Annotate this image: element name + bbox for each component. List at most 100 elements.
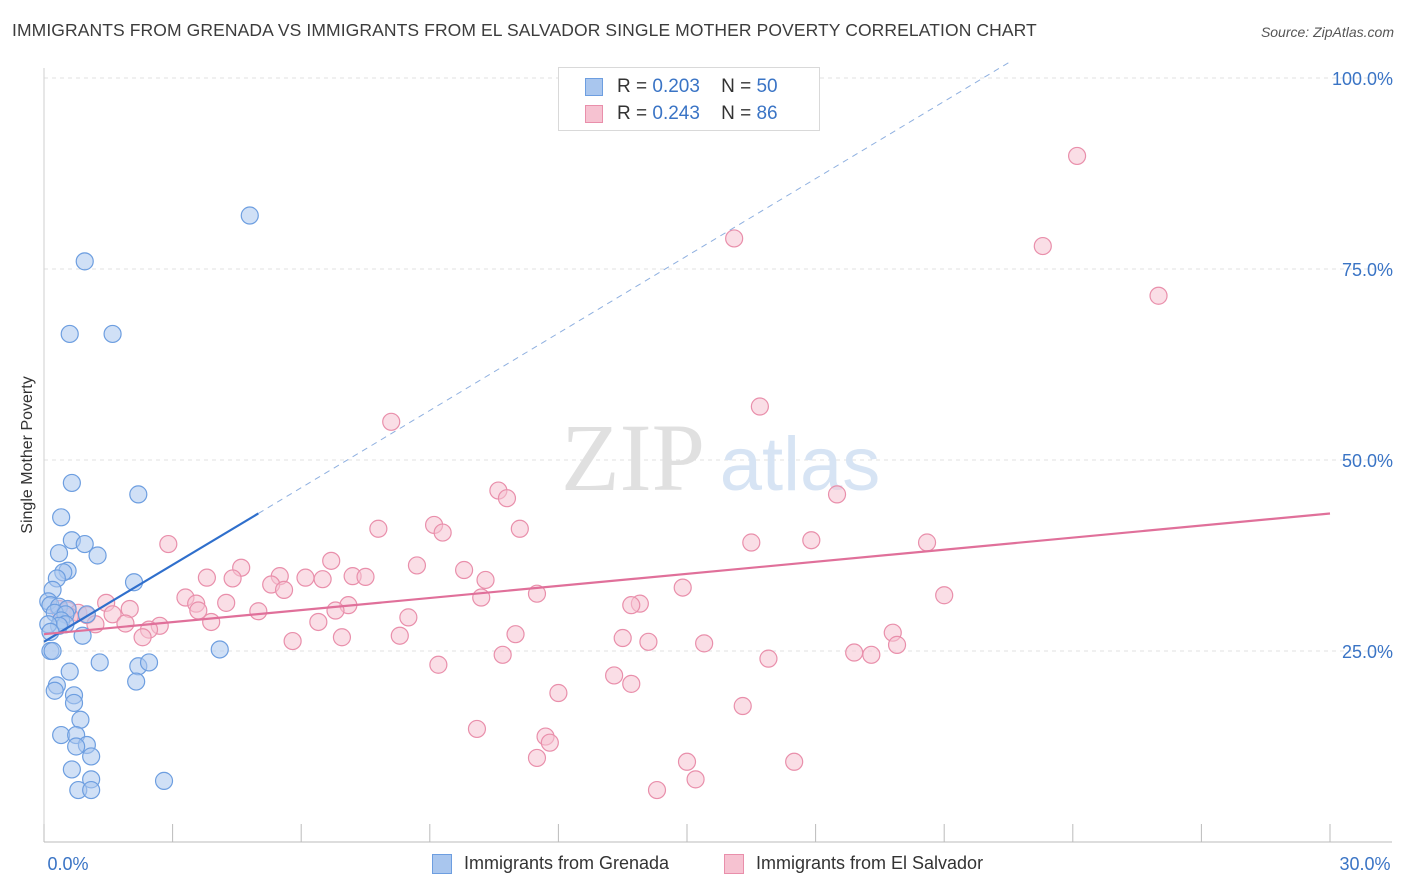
point-el-salvador: [506, 625, 525, 644]
point-el-salvador: [223, 569, 242, 588]
point-grenada: [154, 771, 174, 790]
point-grenada: [64, 693, 84, 713]
point-el-salvador: [382, 412, 401, 431]
y-tick-label: 50.0%: [1342, 451, 1393, 471]
points-grenada: [39, 206, 259, 800]
source-label: Source: ZipAtlas.com: [1260, 24, 1394, 40]
point-el-salvador: [274, 580, 294, 599]
point-grenada: [62, 473, 81, 493]
point-el-salvador: [887, 635, 907, 654]
point-el-salvador: [116, 614, 135, 633]
point-el-salvador: [917, 533, 937, 552]
point-el-salvador: [802, 531, 821, 550]
y-tick-label: 100.0%: [1332, 69, 1393, 89]
point-el-salvador: [862, 645, 881, 664]
bottom-legend-label-grenada: Immigrants from Grenada: [464, 853, 670, 873]
point-grenada: [75, 252, 94, 271]
x-tick-label: 0.0%: [47, 854, 88, 874]
x-tick-label: 30.0%: [1339, 854, 1390, 874]
point-el-salvador: [309, 612, 328, 632]
point-el-salvador: [639, 632, 658, 651]
trend-grenada: [43, 512, 259, 643]
point-grenada: [43, 641, 62, 661]
point-el-salvador: [725, 229, 744, 248]
legend-n-value: 86: [756, 103, 778, 124]
legend-r-value: 0.203: [652, 76, 700, 97]
legend-n-value: 50: [756, 76, 778, 97]
stats-legend: R = 0.203 N = 50 R = 0.243 N = 86: [558, 67, 820, 131]
point-el-salvador: [613, 628, 632, 648]
point-el-salvador: [133, 628, 152, 647]
point-el-salvador: [217, 593, 236, 612]
trend-grenada-extension: [258, 62, 1009, 514]
point-el-salvador: [356, 567, 375, 586]
point-el-salvador: [476, 570, 495, 590]
point-grenada: [71, 710, 90, 729]
point-el-salvador: [527, 748, 547, 768]
y-tick-label: 75.0%: [1342, 260, 1393, 280]
legend-n-label: N =: [721, 76, 752, 97]
point-el-salvador: [733, 696, 752, 716]
point-grenada: [127, 672, 146, 691]
point-el-salvador: [622, 674, 641, 693]
point-el-salvador: [549, 683, 568, 703]
point-grenada: [60, 324, 79, 344]
legend-r-value: 0.243: [652, 103, 700, 124]
point-grenada: [90, 653, 109, 672]
point-el-salvador: [750, 397, 769, 416]
point-el-salvador: [527, 584, 547, 603]
point-grenada: [103, 324, 122, 344]
point-el-salvador: [686, 770, 705, 789]
y-tick-label: 25.0%: [1342, 642, 1393, 662]
chart-title: IMMIGRANTS FROM GRENADA VS IMMIGRANTS FR…: [12, 20, 1037, 40]
legend-r-label: R =: [617, 103, 648, 124]
point-el-salvador: [197, 568, 216, 587]
bottom-legend-swatch-grenada: [432, 854, 452, 874]
point-el-salvador: [313, 570, 332, 589]
watermark-zip: ZIP: [561, 404, 705, 511]
point-el-salvador: [454, 560, 474, 580]
point-el-salvador: [785, 752, 804, 771]
point-el-salvador: [407, 556, 427, 575]
point-grenada: [60, 662, 79, 681]
y-axis-label: Single Mother Poverty: [19, 376, 36, 534]
point-grenada: [139, 653, 159, 672]
point-el-salvador: [326, 601, 345, 620]
point-el-salvador: [296, 568, 315, 587]
legend-r-label: R =: [617, 76, 648, 97]
point-el-salvador: [369, 519, 388, 538]
point-grenada: [62, 760, 81, 779]
point-el-salvador: [759, 649, 778, 668]
point-el-salvador: [322, 551, 341, 570]
point-el-salvador: [467, 719, 487, 739]
grid: [44, 77, 1392, 652]
point-el-salvador: [673, 578, 692, 597]
point-el-salvador: [605, 666, 624, 685]
watermark: ZIP atlas: [561, 404, 880, 511]
point-grenada: [82, 747, 101, 766]
point-el-salvador: [433, 523, 452, 542]
point-grenada: [75, 534, 94, 554]
point-el-salvador: [935, 586, 954, 605]
point-grenada: [240, 206, 259, 225]
point-grenada: [82, 780, 101, 800]
point-el-salvador: [283, 631, 302, 651]
point-el-salvador: [159, 534, 178, 554]
watermark-atlas: atlas: [720, 422, 881, 507]
trend-el-salvador: [43, 512, 1331, 636]
legend-swatch-el-salvador: [585, 105, 603, 123]
point-el-salvador: [622, 596, 641, 615]
bottom-legend-label-el-salvador: Immigrants from El Salvador: [756, 853, 984, 873]
point-el-salvador: [202, 612, 221, 632]
point-el-salvador: [510, 519, 529, 538]
point-el-salvador: [332, 628, 352, 647]
point-el-salvador: [827, 485, 847, 504]
trend-lines: [43, 62, 1331, 643]
tick-labels: 25.0% 50.0% 75.0% 100.0% 0.0% 30.0%: [47, 69, 1393, 874]
point-grenada: [88, 546, 107, 565]
point-el-salvador: [677, 752, 697, 771]
point-grenada: [52, 508, 71, 527]
point-el-salvador: [1033, 236, 1052, 256]
point-el-salvador: [1067, 146, 1087, 166]
